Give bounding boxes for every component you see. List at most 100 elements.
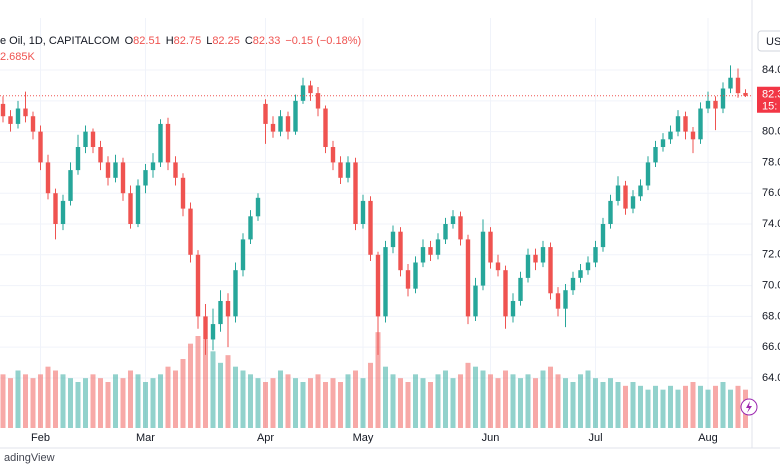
candle-body bbox=[623, 185, 628, 209]
volume-bar bbox=[450, 378, 456, 428]
volume-bar bbox=[0, 374, 6, 428]
volume-bar bbox=[645, 389, 651, 428]
candle-body bbox=[503, 270, 508, 317]
candle-body bbox=[428, 247, 433, 255]
candle-body bbox=[330, 147, 336, 163]
candle-body bbox=[368, 200, 373, 255]
y-tick-label: 78.0 bbox=[762, 156, 780, 168]
candle-body bbox=[390, 231, 396, 248]
volume-bar bbox=[143, 382, 148, 428]
candle-body bbox=[173, 162, 178, 178]
candle-body bbox=[383, 247, 388, 317]
candle-body bbox=[53, 193, 58, 224]
volume-bar bbox=[285, 374, 291, 428]
legend-change: −0.15 (−0.18%) bbox=[285, 35, 361, 47]
volume-bar bbox=[630, 382, 636, 428]
candle-body bbox=[158, 123, 163, 163]
volume-bar bbox=[195, 336, 201, 428]
candle-body bbox=[165, 123, 171, 163]
candle-body bbox=[488, 231, 493, 263]
volume-bar bbox=[135, 374, 141, 428]
candle-body bbox=[525, 254, 531, 278]
candle-body bbox=[150, 162, 156, 171]
candle-body bbox=[420, 247, 426, 263]
volume-bar bbox=[608, 378, 613, 428]
candle-body bbox=[518, 277, 523, 301]
volume-bar bbox=[323, 382, 328, 428]
volume-bar bbox=[23, 374, 28, 428]
volume-bar bbox=[690, 382, 696, 428]
candle-body bbox=[255, 197, 261, 217]
volume-bar bbox=[165, 366, 171, 428]
volume-bar bbox=[225, 355, 231, 428]
volume-bar bbox=[98, 378, 103, 428]
legend-volume: 2.685K bbox=[0, 51, 36, 63]
y-tick-label: 72.0 bbox=[762, 249, 780, 261]
volume-bar bbox=[390, 374, 396, 428]
volume-bar bbox=[120, 378, 126, 428]
volume-bar bbox=[330, 378, 336, 428]
candle-body bbox=[443, 223, 448, 240]
candle-body bbox=[38, 131, 43, 163]
legend-field-label: O bbox=[125, 35, 134, 47]
candle-body bbox=[698, 108, 703, 140]
candle-body bbox=[705, 100, 711, 109]
volume-bar bbox=[128, 370, 133, 428]
candle-body bbox=[8, 116, 13, 124]
candle-body bbox=[533, 254, 538, 263]
candle-body bbox=[218, 300, 223, 325]
y-tick-label: 84.0 bbox=[762, 64, 780, 76]
candle-body bbox=[263, 103, 268, 124]
candle-body bbox=[345, 162, 351, 178]
volume-bar bbox=[698, 385, 703, 428]
candle-body bbox=[638, 185, 643, 197]
candle-body bbox=[375, 254, 381, 317]
volume-bar bbox=[83, 378, 88, 428]
candle-body bbox=[15, 108, 21, 124]
volume-bar bbox=[705, 389, 711, 428]
candle-body bbox=[285, 116, 291, 132]
candle-body bbox=[570, 277, 576, 291]
candle-body bbox=[473, 285, 478, 317]
candle-body bbox=[60, 200, 66, 224]
volume-bar bbox=[435, 374, 441, 428]
volume-bar bbox=[233, 366, 238, 428]
volume-bar bbox=[45, 366, 51, 428]
volume-bar bbox=[540, 370, 546, 428]
volume-bar bbox=[660, 389, 666, 428]
candle-body bbox=[120, 162, 126, 194]
candle-body bbox=[675, 116, 681, 132]
candle-body bbox=[105, 162, 111, 178]
candle-body bbox=[405, 270, 411, 289]
legend-line: e Oil, 1D, CAPITALCOM O82.51 H82.75 L82.25 C… bbox=[0, 35, 361, 47]
candle-body bbox=[413, 262, 418, 289]
volume-bar bbox=[480, 370, 486, 428]
candle-body bbox=[578, 270, 583, 278]
volume-bar bbox=[503, 370, 508, 428]
candle-body bbox=[278, 116, 283, 132]
volume-bar bbox=[383, 366, 388, 428]
candle-body bbox=[248, 216, 253, 240]
candle-body bbox=[98, 147, 103, 163]
candle-body bbox=[510, 300, 516, 317]
volume-bar bbox=[578, 374, 583, 428]
x-tick-label: Jun bbox=[482, 432, 500, 444]
volume-bar bbox=[518, 378, 523, 428]
candle-body bbox=[728, 77, 733, 89]
candle-body bbox=[540, 247, 546, 263]
candle-body bbox=[293, 100, 298, 132]
candle-body bbox=[683, 116, 688, 132]
volume-bar bbox=[615, 382, 621, 428]
x-tick-label: Feb bbox=[31, 432, 50, 444]
volume-bar bbox=[623, 385, 628, 428]
volume-bar bbox=[675, 389, 681, 428]
currency-button[interactable] bbox=[757, 30, 780, 52]
candle-body bbox=[270, 123, 276, 132]
y-tick-label: 66.0 bbox=[762, 341, 780, 353]
price-axis bbox=[752, 0, 780, 448]
candle-body bbox=[645, 162, 651, 186]
volume-bar bbox=[653, 385, 658, 428]
candle-body bbox=[398, 231, 403, 271]
volume-bar bbox=[15, 370, 21, 428]
